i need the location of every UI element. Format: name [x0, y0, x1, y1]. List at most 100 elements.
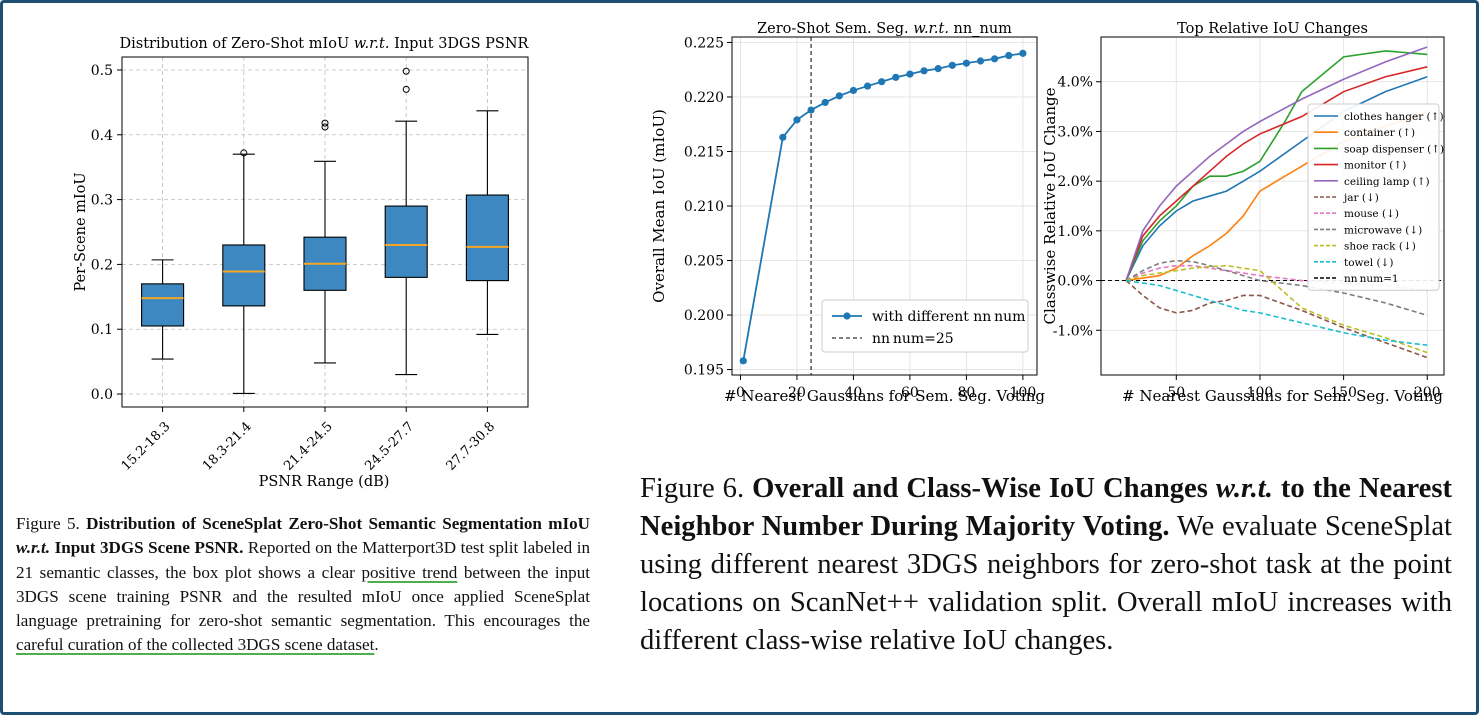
fig6b-legend-label: container (↑)	[1344, 127, 1415, 139]
fig5-ytick-label: 0.0	[91, 387, 113, 403]
fig6a-legend-label: with different nn num	[872, 309, 1025, 325]
fig5-outlier	[321, 123, 329, 131]
fig6a-title-em: w.r.t.	[913, 21, 949, 37]
fig6-caption-text: We evaluate SceneSplat using different n…	[640, 511, 1453, 656]
fig6a-title-part: nn_num	[949, 21, 1012, 37]
fig6b-series-line	[1125, 259, 1428, 317]
fig5-ytick-label: 0.2	[91, 257, 113, 273]
fig6a-point	[976, 57, 985, 65]
figure5-caption: Figure 5. Distribution of SceneSplat Zer…	[16, 512, 590, 658]
fig6a-point	[793, 116, 801, 124]
fig6a-point	[920, 67, 928, 75]
fig5-box	[141, 283, 185, 327]
fig6a-legend-label: nn num=25	[872, 331, 954, 347]
fig6a-xlabel: # Nearest Gaussians for Sem. Seg. Voting	[724, 387, 1045, 405]
fig5-outlier	[240, 149, 248, 157]
fig5-caption-bold: Distribution of SceneSplat Zero-Shot Sem…	[86, 514, 591, 533]
fig6b-ylabel: Classwise Relative IoU Change	[1041, 87, 1059, 324]
fig6b-legend-label: towel (↓)	[1344, 257, 1393, 269]
fig6a-ytick-label: 0.215	[684, 144, 724, 160]
fig5-caption-text1: Reported on the Matterport3D test split …	[16, 538, 590, 582]
fig6a-legend-marker	[843, 312, 851, 320]
fig6a-ylabel: Overall Mean IoU (mIoU)	[650, 109, 668, 303]
fig5-ytick-label: 0.4	[91, 128, 113, 144]
fig6a-ytick-label: 0.220	[684, 90, 724, 106]
fig5-highlight-curation: careful curation of the collected 3DGS s…	[16, 635, 375, 655]
fig5-outlier	[402, 85, 410, 93]
fig6a-point	[849, 86, 858, 95]
fig6b-legend-label: microwave (↓)	[1344, 224, 1422, 236]
fig6a-point	[962, 59, 970, 67]
fig6b-legend-label: soap dispenser (↑)	[1344, 143, 1444, 155]
fig6a-point	[1019, 49, 1027, 57]
fig5-outlier	[402, 67, 410, 75]
fig5-caption-text3: .	[374, 635, 379, 655]
fig6-caption-label: Figure 6.	[640, 473, 753, 504]
fig6a-xtick-label: 80	[957, 385, 975, 401]
fig5-caption-text2: between the input 3DGS scene training PS…	[16, 562, 591, 631]
fig6a-point	[807, 106, 815, 114]
fig6b-title: Top Relative IoU Changes	[1177, 21, 1368, 37]
fig6a-point	[779, 133, 787, 141]
figure6-overall-miou-chart: Zero-Shot Sem. Seg. w.r.t. nn_num 0.195 0.…	[650, 21, 1045, 405]
fig6b-series-line	[1125, 50, 1428, 281]
fig6b-ytick-label: 3.0%	[1057, 124, 1093, 140]
fig6a-legend	[821, 299, 1029, 353]
fig5-ytick-label: 0.3	[91, 193, 113, 209]
fig6b-ytick-label: 0.0%	[1057, 274, 1093, 290]
fig6b-ytick-label: -1.0%	[1053, 323, 1093, 339]
fig6a-point	[739, 357, 747, 365]
fig6a-point	[821, 98, 829, 107]
fig6b-ytick-label: 1.0%	[1057, 224, 1093, 240]
fig6b-legend-label: nn num=1	[1344, 273, 1399, 285]
fig5-ytick-label: 0.1	[91, 322, 113, 338]
fig6-caption-bold-end: to the Nearest Neighbor Number During Ma…	[640, 473, 1452, 542]
fig6a-xtick-label: 100	[1010, 385, 1037, 401]
fig6b-xtick-label: 50	[1167, 385, 1185, 401]
fig6a-ytick-label: 0.210	[684, 199, 724, 215]
fig6a-ytick-label: 0.225	[684, 35, 724, 51]
fig6b-xtick-label: 200	[1414, 385, 1441, 401]
fig6a-point	[878, 78, 886, 86]
fig6b-ytick-label: 4.0%	[1057, 75, 1093, 91]
fig5-xtick-label: 15.2-18.3	[119, 419, 174, 474]
fig6b-xtick-label: 100	[1247, 385, 1274, 401]
fig5-outlier	[321, 119, 329, 127]
fig6b-legend-label: clothes hanger (↑)	[1344, 111, 1444, 123]
fig5-caption-bold-end: Input 3DGS Scene PSNR.	[50, 538, 244, 558]
fig6b-legend-label: mouse (↓)	[1344, 208, 1399, 220]
fig6a-xtick-label: 40	[845, 385, 863, 401]
fig6b-series-line	[1125, 46, 1428, 281]
fig6a-title-part: Zero-Shot Sem. Seg.	[757, 21, 913, 37]
fig6a-xtick-label: 60	[901, 385, 919, 401]
fig5-xtick-label: 27.7-30.8	[444, 419, 499, 474]
fig6b-legend-label: ceiling lamp (↑)	[1344, 176, 1430, 188]
fig5-ytick-label: 0.5	[91, 63, 113, 79]
fig5-box	[384, 205, 428, 278]
fig6-caption-bold-em: w.r.t.	[1215, 473, 1273, 504]
fig6b-axes-frame	[1100, 36, 1445, 376]
fig6b-ytick-label: 2.0%	[1057, 174, 1093, 190]
fig5-ylabel: Per-Scene mIoU	[73, 172, 89, 291]
fig5-axes-frame	[121, 56, 529, 408]
fig6a-ytick-label: 0.195	[684, 363, 724, 379]
fig6b-legend-label: jar (↓)	[1342, 192, 1379, 204]
fig6b-xlabel: # Nearest Gaussians for Sem. Seg. Voting	[1122, 387, 1443, 405]
fig5-highlight-trend: positive trend	[361, 562, 458, 582]
fig6a-point	[934, 65, 942, 73]
fig6-caption-bold: Overall and Class-Wise IoU Changes	[752, 473, 1216, 504]
fig5-xtick-label: 18.3-21.4	[200, 419, 255, 474]
fig6b-legend	[1307, 103, 1440, 291]
fig6a-ytick-label: 0.205	[684, 254, 724, 270]
fig6a-xtick-label: 20	[788, 385, 806, 401]
fig6b-series-line	[1125, 66, 1428, 281]
fig5-caption-bold-em: w.r.t.	[16, 538, 51, 558]
fig6a-point	[991, 55, 999, 63]
fig6a-xtick-label: 0	[736, 385, 745, 401]
fig5-xtick-label: 21.4-24.5	[281, 419, 336, 474]
fig5-box	[465, 194, 509, 282]
fig6b-series-line	[1125, 279, 1428, 359]
fig5-xtick-label: 24.5-27.7	[362, 419, 417, 474]
figure6-classwise-chart: Top Relative IoU Changes -1.0% 0.0% 1.0% 2.0…	[1041, 21, 1445, 405]
